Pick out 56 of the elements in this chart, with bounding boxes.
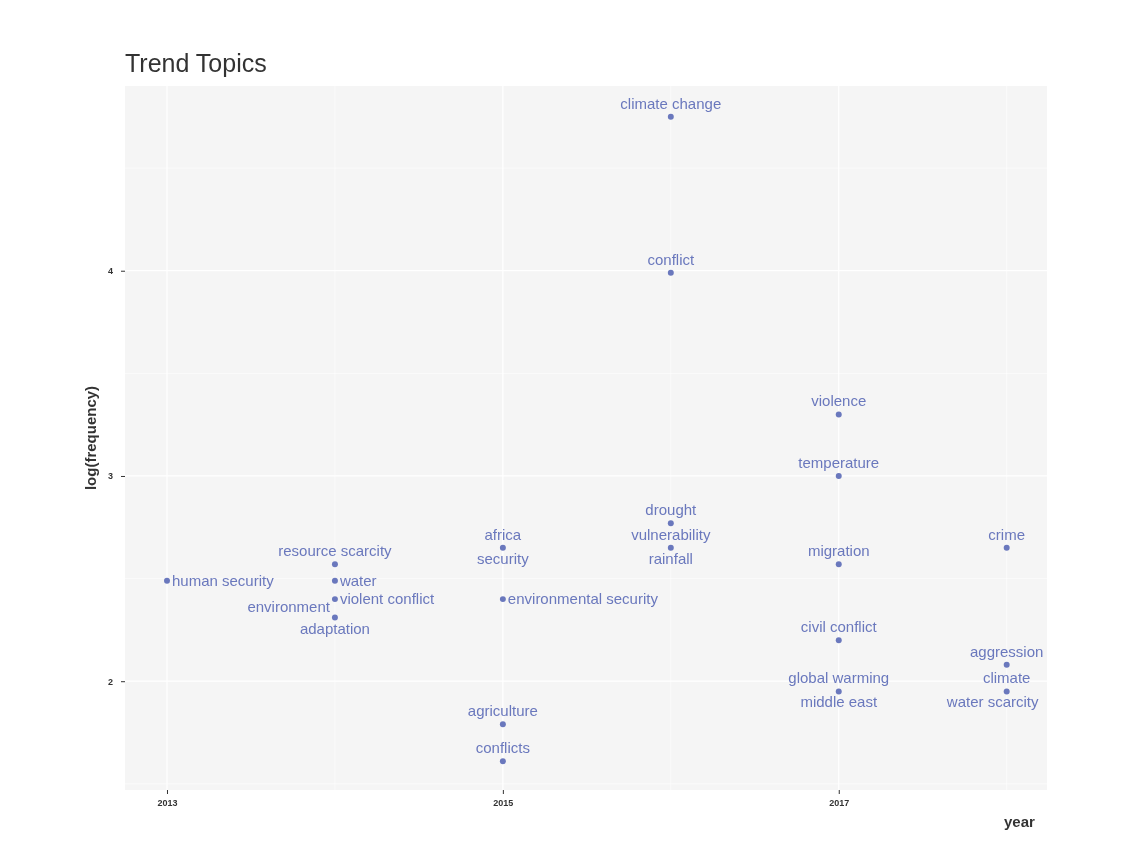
point: [164, 577, 170, 584]
annotation: civil conflict: [800, 618, 878, 636]
point: [1003, 661, 1010, 668]
y-tick-label: 2: [107, 676, 113, 687]
point: [835, 561, 842, 568]
point: [499, 596, 506, 603]
annotation: crime: [988, 525, 1026, 543]
annotation: agriculture: [467, 702, 538, 720]
point: [1003, 688, 1010, 695]
annotation: rainfall: [648, 549, 693, 567]
annotation: conflict: [647, 250, 695, 268]
y-axis-title: log(frequency): [82, 385, 99, 491]
annotation: climate change: [620, 94, 722, 112]
annotation: violence: [811, 392, 867, 410]
annotation: water: [338, 571, 377, 589]
annotation: vulnerability: [631, 525, 711, 543]
point: [667, 269, 674, 276]
x-tick-label: 2013: [157, 798, 178, 809]
point: [835, 411, 842, 418]
annotation: environment: [247, 597, 331, 615]
point: [667, 520, 674, 527]
point: [499, 721, 506, 728]
point: [667, 113, 674, 120]
annotation: environmental security: [507, 590, 659, 608]
y-tick-label: 3: [107, 471, 113, 482]
point: [835, 472, 842, 479]
annotation: middle east: [800, 693, 878, 711]
annotation: global warming: [788, 669, 890, 687]
point: [331, 561, 338, 568]
annotation: conflicts: [475, 739, 530, 757]
annotation: migration: [807, 542, 870, 560]
annotation: aggression: [970, 642, 1044, 660]
point: [331, 577, 338, 584]
point: [499, 544, 506, 551]
annotation: resource scarcity: [278, 542, 393, 560]
point: [835, 688, 842, 695]
x-axis-title: year: [1004, 813, 1036, 830]
annotation: security: [477, 549, 530, 567]
annotation: drought: [645, 501, 698, 519]
point: [1003, 544, 1010, 551]
point: [835, 637, 842, 644]
annotation: water scarcity: [945, 693, 1040, 711]
annotation: adaptation: [299, 619, 370, 637]
x-tick-label: 2017: [829, 798, 850, 809]
point: [331, 596, 338, 603]
point: [331, 614, 338, 621]
y-tick-label: 4: [107, 266, 113, 277]
chart-title: Trend Topics: [125, 49, 267, 77]
annotation: human security: [171, 571, 275, 589]
point: [499, 758, 506, 765]
annotation: violent conflict: [339, 590, 435, 608]
annotation: temperature: [798, 453, 880, 471]
annotation: climate: [982, 669, 1031, 687]
point: [667, 544, 674, 551]
x-tick-label: 2015: [493, 798, 514, 809]
annotation: africa: [484, 525, 522, 543]
